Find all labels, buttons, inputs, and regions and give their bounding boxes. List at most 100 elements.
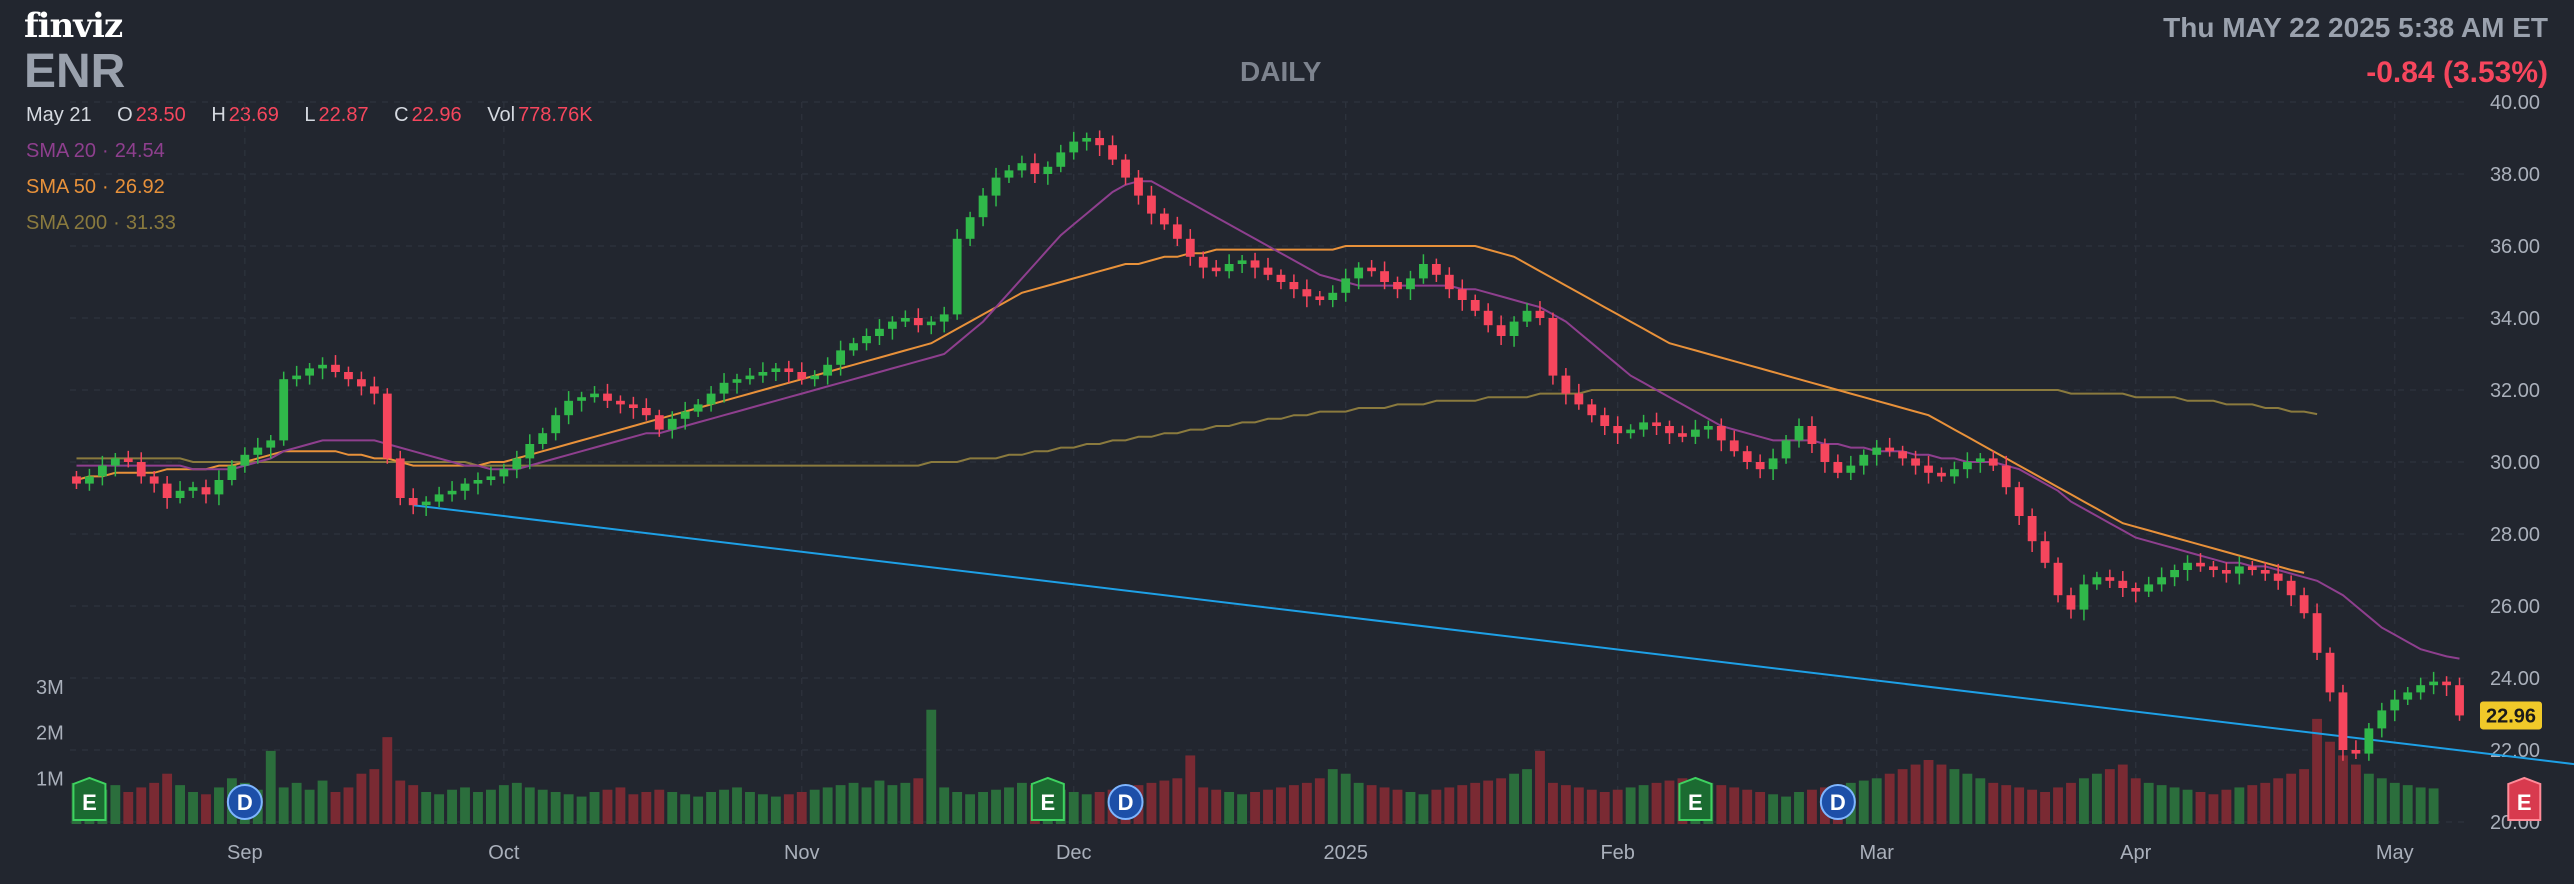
candle: [1082, 132, 1092, 151]
candle: [2196, 553, 2205, 572]
candle: [1354, 262, 1364, 290]
candle-body: [1846, 465, 1856, 473]
event-label: D: [237, 790, 253, 815]
candle: [2014, 481, 2024, 525]
volume-bar: [1470, 782, 1481, 824]
candle: [1626, 424, 1636, 439]
x-tick-label: Oct: [488, 842, 520, 864]
volume-bar: [1535, 750, 1545, 824]
candle-body: [1729, 440, 1739, 452]
candle-body: [357, 379, 366, 387]
candle: [305, 363, 315, 385]
volume-bar: [874, 780, 885, 824]
candle: [849, 337, 858, 356]
candle: [991, 167, 1001, 207]
candle-body: [771, 368, 781, 372]
candle-body: [1030, 163, 1040, 174]
candle: [1211, 260, 1221, 277]
candle: [1962, 452, 1972, 479]
candle-body: [628, 404, 638, 408]
candle: [2312, 603, 2322, 660]
candle-body: [1742, 451, 1752, 462]
candle-body: [1626, 429, 1636, 434]
candle-body: [1950, 469, 1959, 477]
candle: [2053, 557, 2063, 603]
candle: [2455, 677, 2464, 721]
volume-bar: [550, 792, 561, 824]
candle-body: [2221, 570, 2231, 574]
candle-body: [136, 462, 146, 477]
volume-bar: [809, 789, 820, 824]
volume-bar: [408, 785, 419, 824]
sma200-legend[interactable]: SMA 200 · 31.33: [26, 212, 176, 234]
volume-bar: [395, 780, 406, 824]
candle-body: [1211, 267, 1221, 272]
candle: [1198, 251, 1208, 279]
candle: [227, 460, 237, 486]
candle-body: [1716, 426, 1726, 441]
candle: [460, 478, 470, 500]
volume-bar: [978, 792, 988, 824]
candle: [1056, 144, 1066, 173]
candle: [85, 468, 94, 491]
dividend-marker: D: [1107, 784, 1144, 820]
candle: [2429, 671, 2439, 695]
volume-bar: [1068, 792, 1079, 824]
volume-bar: [1936, 764, 1947, 824]
candle-body: [201, 487, 211, 495]
volume-bar: [291, 782, 302, 824]
volume-bar: [2027, 789, 2038, 824]
candle-body: [1444, 274, 1454, 290]
candle-body: [667, 418, 677, 430]
event-label: E: [1040, 790, 1055, 815]
candle-body: [318, 364, 327, 369]
sma200-name: SMA 200: [26, 212, 108, 234]
low-label: L: [304, 104, 316, 126]
candle: [434, 486, 444, 507]
volume-bar: [149, 782, 160, 824]
volume-bar: [201, 794, 211, 824]
candle-body: [188, 487, 198, 491]
candle: [577, 391, 586, 412]
candle: [486, 466, 496, 486]
candle: [836, 340, 846, 376]
volume-bar: [304, 789, 315, 824]
volume-label: Vol: [487, 104, 516, 126]
volume-bar: [1392, 789, 1403, 824]
volume-bar: [615, 787, 626, 824]
volume-bar: [1017, 782, 1027, 824]
candle-body: [1250, 260, 1260, 268]
candle: [1328, 285, 1338, 308]
candle-body: [1393, 282, 1402, 290]
candle: [253, 437, 263, 464]
volume-bar: [265, 750, 276, 824]
close-value: 22.96: [411, 104, 462, 126]
sma20-legend[interactable]: SMA 20 · 24.54: [26, 140, 165, 162]
candle: [875, 319, 884, 345]
finviz-logo[interactable]: finviz: [24, 6, 123, 46]
candle-body: [1962, 462, 1972, 470]
event-label: E: [1688, 790, 1703, 815]
candle: [1535, 301, 1545, 326]
volume-bar: [1224, 792, 1235, 824]
volume-bar: [563, 794, 574, 824]
candle: [706, 386, 716, 412]
candle-body: [2416, 685, 2426, 693]
candle-body: [1652, 422, 1661, 426]
candle-body: [1431, 264, 1441, 275]
sma50-legend[interactable]: SMA 50 · 26.92: [26, 176, 165, 198]
candle: [1030, 153, 1040, 183]
y-tick-label: 38.00: [2490, 164, 2540, 186]
candle-body: [2053, 562, 2063, 596]
volume-bar: [1729, 787, 1740, 824]
candle-body: [279, 379, 289, 441]
volume-bar: [1586, 789, 1597, 824]
chart-period: DAILY: [1240, 56, 1322, 87]
candle-body: [1419, 264, 1428, 279]
volume-bar: [1237, 794, 1248, 824]
candle: [201, 479, 211, 504]
volume-bar: [1379, 787, 1390, 824]
candle-body: [693, 404, 703, 412]
volume-bar: [1211, 789, 1222, 824]
